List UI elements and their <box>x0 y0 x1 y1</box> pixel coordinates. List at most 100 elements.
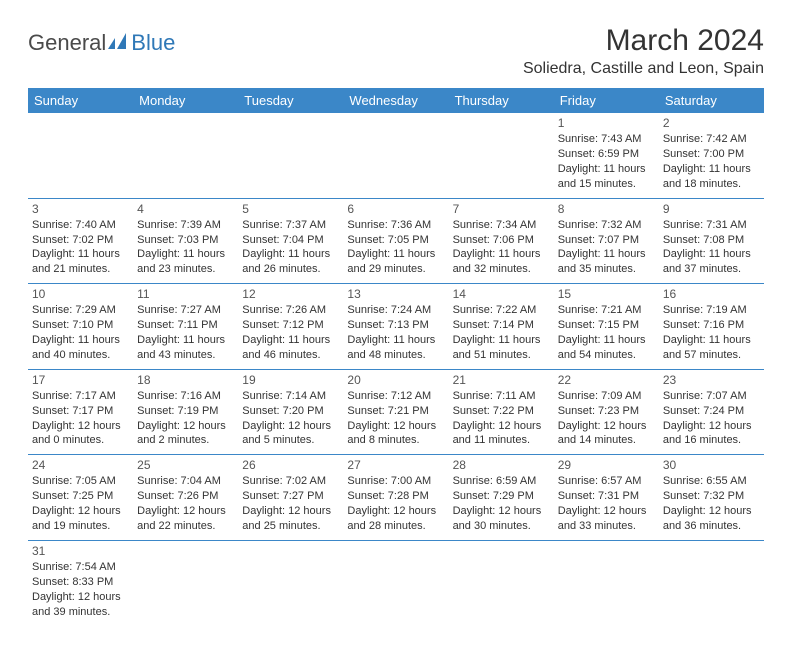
day-number: 2 <box>663 115 760 131</box>
day-info-line: Daylight: 11 hours <box>137 247 234 262</box>
day-info-line: Sunrise: 6:57 AM <box>558 474 655 489</box>
day-info-line: Sunset: 7:11 PM <box>137 318 234 333</box>
day-number: 4 <box>137 201 234 217</box>
day-info-line: Daylight: 12 hours <box>32 419 129 434</box>
day-info-line: and 11 minutes. <box>453 433 550 448</box>
day-info-line: Sunset: 7:02 PM <box>32 233 129 248</box>
calendar-day-cell: 2Sunrise: 7:42 AMSunset: 7:00 PMDaylight… <box>659 113 764 198</box>
day-info-line: Sunrise: 7:31 AM <box>663 218 760 233</box>
weekday-header: Monday <box>133 88 238 113</box>
day-number: 10 <box>32 286 129 302</box>
page-header: General Blue March 2024 Soliedra, Castil… <box>28 24 764 78</box>
day-info-line: Daylight: 11 hours <box>453 247 550 262</box>
day-info-line: Sunrise: 7:32 AM <box>558 218 655 233</box>
day-info-line: and 14 minutes. <box>558 433 655 448</box>
day-info-line: Daylight: 11 hours <box>32 333 129 348</box>
calendar-day-cell <box>133 113 238 198</box>
day-info-line: Sunset: 7:32 PM <box>663 489 760 504</box>
day-info-line: and 15 minutes. <box>558 177 655 192</box>
weekday-header: Friday <box>554 88 659 113</box>
day-info-line: and 30 minutes. <box>453 519 550 534</box>
sails-icon <box>108 31 130 56</box>
day-info-line: and 29 minutes. <box>347 262 444 277</box>
calendar-day-cell: 31Sunrise: 7:54 AMSunset: 8:33 PMDayligh… <box>28 540 133 625</box>
day-info-line: Sunset: 7:06 PM <box>453 233 550 248</box>
day-info-line: Sunrise: 7:09 AM <box>558 389 655 404</box>
calendar-day-cell <box>238 113 343 198</box>
calendar-day-cell: 21Sunrise: 7:11 AMSunset: 7:22 PMDayligh… <box>449 369 554 455</box>
day-info-line: Daylight: 12 hours <box>347 419 444 434</box>
calendar-day-cell: 29Sunrise: 6:57 AMSunset: 7:31 PMDayligh… <box>554 455 659 541</box>
day-info-line: Sunset: 7:29 PM <box>453 489 550 504</box>
day-info-line: and 23 minutes. <box>137 262 234 277</box>
day-info-line: Daylight: 11 hours <box>32 247 129 262</box>
day-info-line: Daylight: 12 hours <box>32 590 129 605</box>
day-info-line: Sunrise: 7:17 AM <box>32 389 129 404</box>
day-info-line: Daylight: 12 hours <box>32 504 129 519</box>
brand-logo: General Blue <box>28 30 175 56</box>
day-info-line: Sunrise: 7:36 AM <box>347 218 444 233</box>
day-info-line: Daylight: 11 hours <box>558 247 655 262</box>
day-number: 17 <box>32 372 129 388</box>
day-number: 31 <box>32 543 129 559</box>
day-info-line: Sunrise: 7:19 AM <box>663 303 760 318</box>
day-info-line: Sunset: 7:04 PM <box>242 233 339 248</box>
day-number: 27 <box>347 457 444 473</box>
day-info-line: Daylight: 11 hours <box>137 333 234 348</box>
day-info-line: Sunrise: 7:14 AM <box>242 389 339 404</box>
day-info-line: Daylight: 11 hours <box>347 247 444 262</box>
day-info-line: Sunset: 7:16 PM <box>663 318 760 333</box>
calendar-day-cell: 7Sunrise: 7:34 AMSunset: 7:06 PMDaylight… <box>449 198 554 284</box>
day-info-line: Sunrise: 7:42 AM <box>663 132 760 147</box>
day-info-line: Daylight: 12 hours <box>242 504 339 519</box>
day-number: 6 <box>347 201 444 217</box>
day-info-line: and 36 minutes. <box>663 519 760 534</box>
calendar-body: 1Sunrise: 7:43 AMSunset: 6:59 PMDaylight… <box>28 113 764 625</box>
day-info-line: and 21 minutes. <box>32 262 129 277</box>
day-info-line: Sunset: 7:23 PM <box>558 404 655 419</box>
brand-text-1: General <box>28 30 106 56</box>
calendar-week-row: 24Sunrise: 7:05 AMSunset: 7:25 PMDayligh… <box>28 455 764 541</box>
day-info-line: Sunset: 7:08 PM <box>663 233 760 248</box>
day-info-line: Sunset: 7:14 PM <box>453 318 550 333</box>
calendar-day-cell: 15Sunrise: 7:21 AMSunset: 7:15 PMDayligh… <box>554 284 659 370</box>
day-info-line: Sunrise: 7:07 AM <box>663 389 760 404</box>
calendar-day-cell <box>133 540 238 625</box>
day-info-line: and 57 minutes. <box>663 348 760 363</box>
day-info-line: Sunset: 7:27 PM <box>242 489 339 504</box>
day-info-line: Sunrise: 7:34 AM <box>453 218 550 233</box>
day-info-line: and 25 minutes. <box>242 519 339 534</box>
calendar-day-cell <box>449 113 554 198</box>
calendar-day-cell: 9Sunrise: 7:31 AMSunset: 7:08 PMDaylight… <box>659 198 764 284</box>
day-number: 13 <box>347 286 444 302</box>
calendar-day-cell: 1Sunrise: 7:43 AMSunset: 6:59 PMDaylight… <box>554 113 659 198</box>
day-info-line: Sunset: 7:20 PM <box>242 404 339 419</box>
day-info-line: Sunrise: 7:05 AM <box>32 474 129 489</box>
weekday-header: Tuesday <box>238 88 343 113</box>
day-info-line: and 40 minutes. <box>32 348 129 363</box>
day-info-line: Sunrise: 7:11 AM <box>453 389 550 404</box>
day-info-line: and 43 minutes. <box>137 348 234 363</box>
day-info-line: Sunset: 7:25 PM <box>32 489 129 504</box>
day-info-line: and 54 minutes. <box>558 348 655 363</box>
calendar-week-row: 31Sunrise: 7:54 AMSunset: 8:33 PMDayligh… <box>28 540 764 625</box>
day-number: 23 <box>663 372 760 388</box>
day-info-line: and 51 minutes. <box>453 348 550 363</box>
day-info-line: Daylight: 11 hours <box>663 333 760 348</box>
day-info-line: Sunset: 7:19 PM <box>137 404 234 419</box>
calendar-week-row: 3Sunrise: 7:40 AMSunset: 7:02 PMDaylight… <box>28 198 764 284</box>
day-info-line: Sunset: 7:22 PM <box>453 404 550 419</box>
day-number: 26 <box>242 457 339 473</box>
day-number: 3 <box>32 201 129 217</box>
day-info-line: Sunrise: 7:04 AM <box>137 474 234 489</box>
day-info-line: and 16 minutes. <box>663 433 760 448</box>
day-info-line: Daylight: 12 hours <box>663 419 760 434</box>
day-info-line: and 28 minutes. <box>347 519 444 534</box>
calendar-day-cell: 14Sunrise: 7:22 AMSunset: 7:14 PMDayligh… <box>449 284 554 370</box>
day-info-line: and 0 minutes. <box>32 433 129 448</box>
calendar-day-cell <box>28 113 133 198</box>
calendar-day-cell: 27Sunrise: 7:00 AMSunset: 7:28 PMDayligh… <box>343 455 448 541</box>
day-info-line: Sunset: 7:17 PM <box>32 404 129 419</box>
day-info-line: Daylight: 12 hours <box>558 504 655 519</box>
day-info-line: and 26 minutes. <box>242 262 339 277</box>
